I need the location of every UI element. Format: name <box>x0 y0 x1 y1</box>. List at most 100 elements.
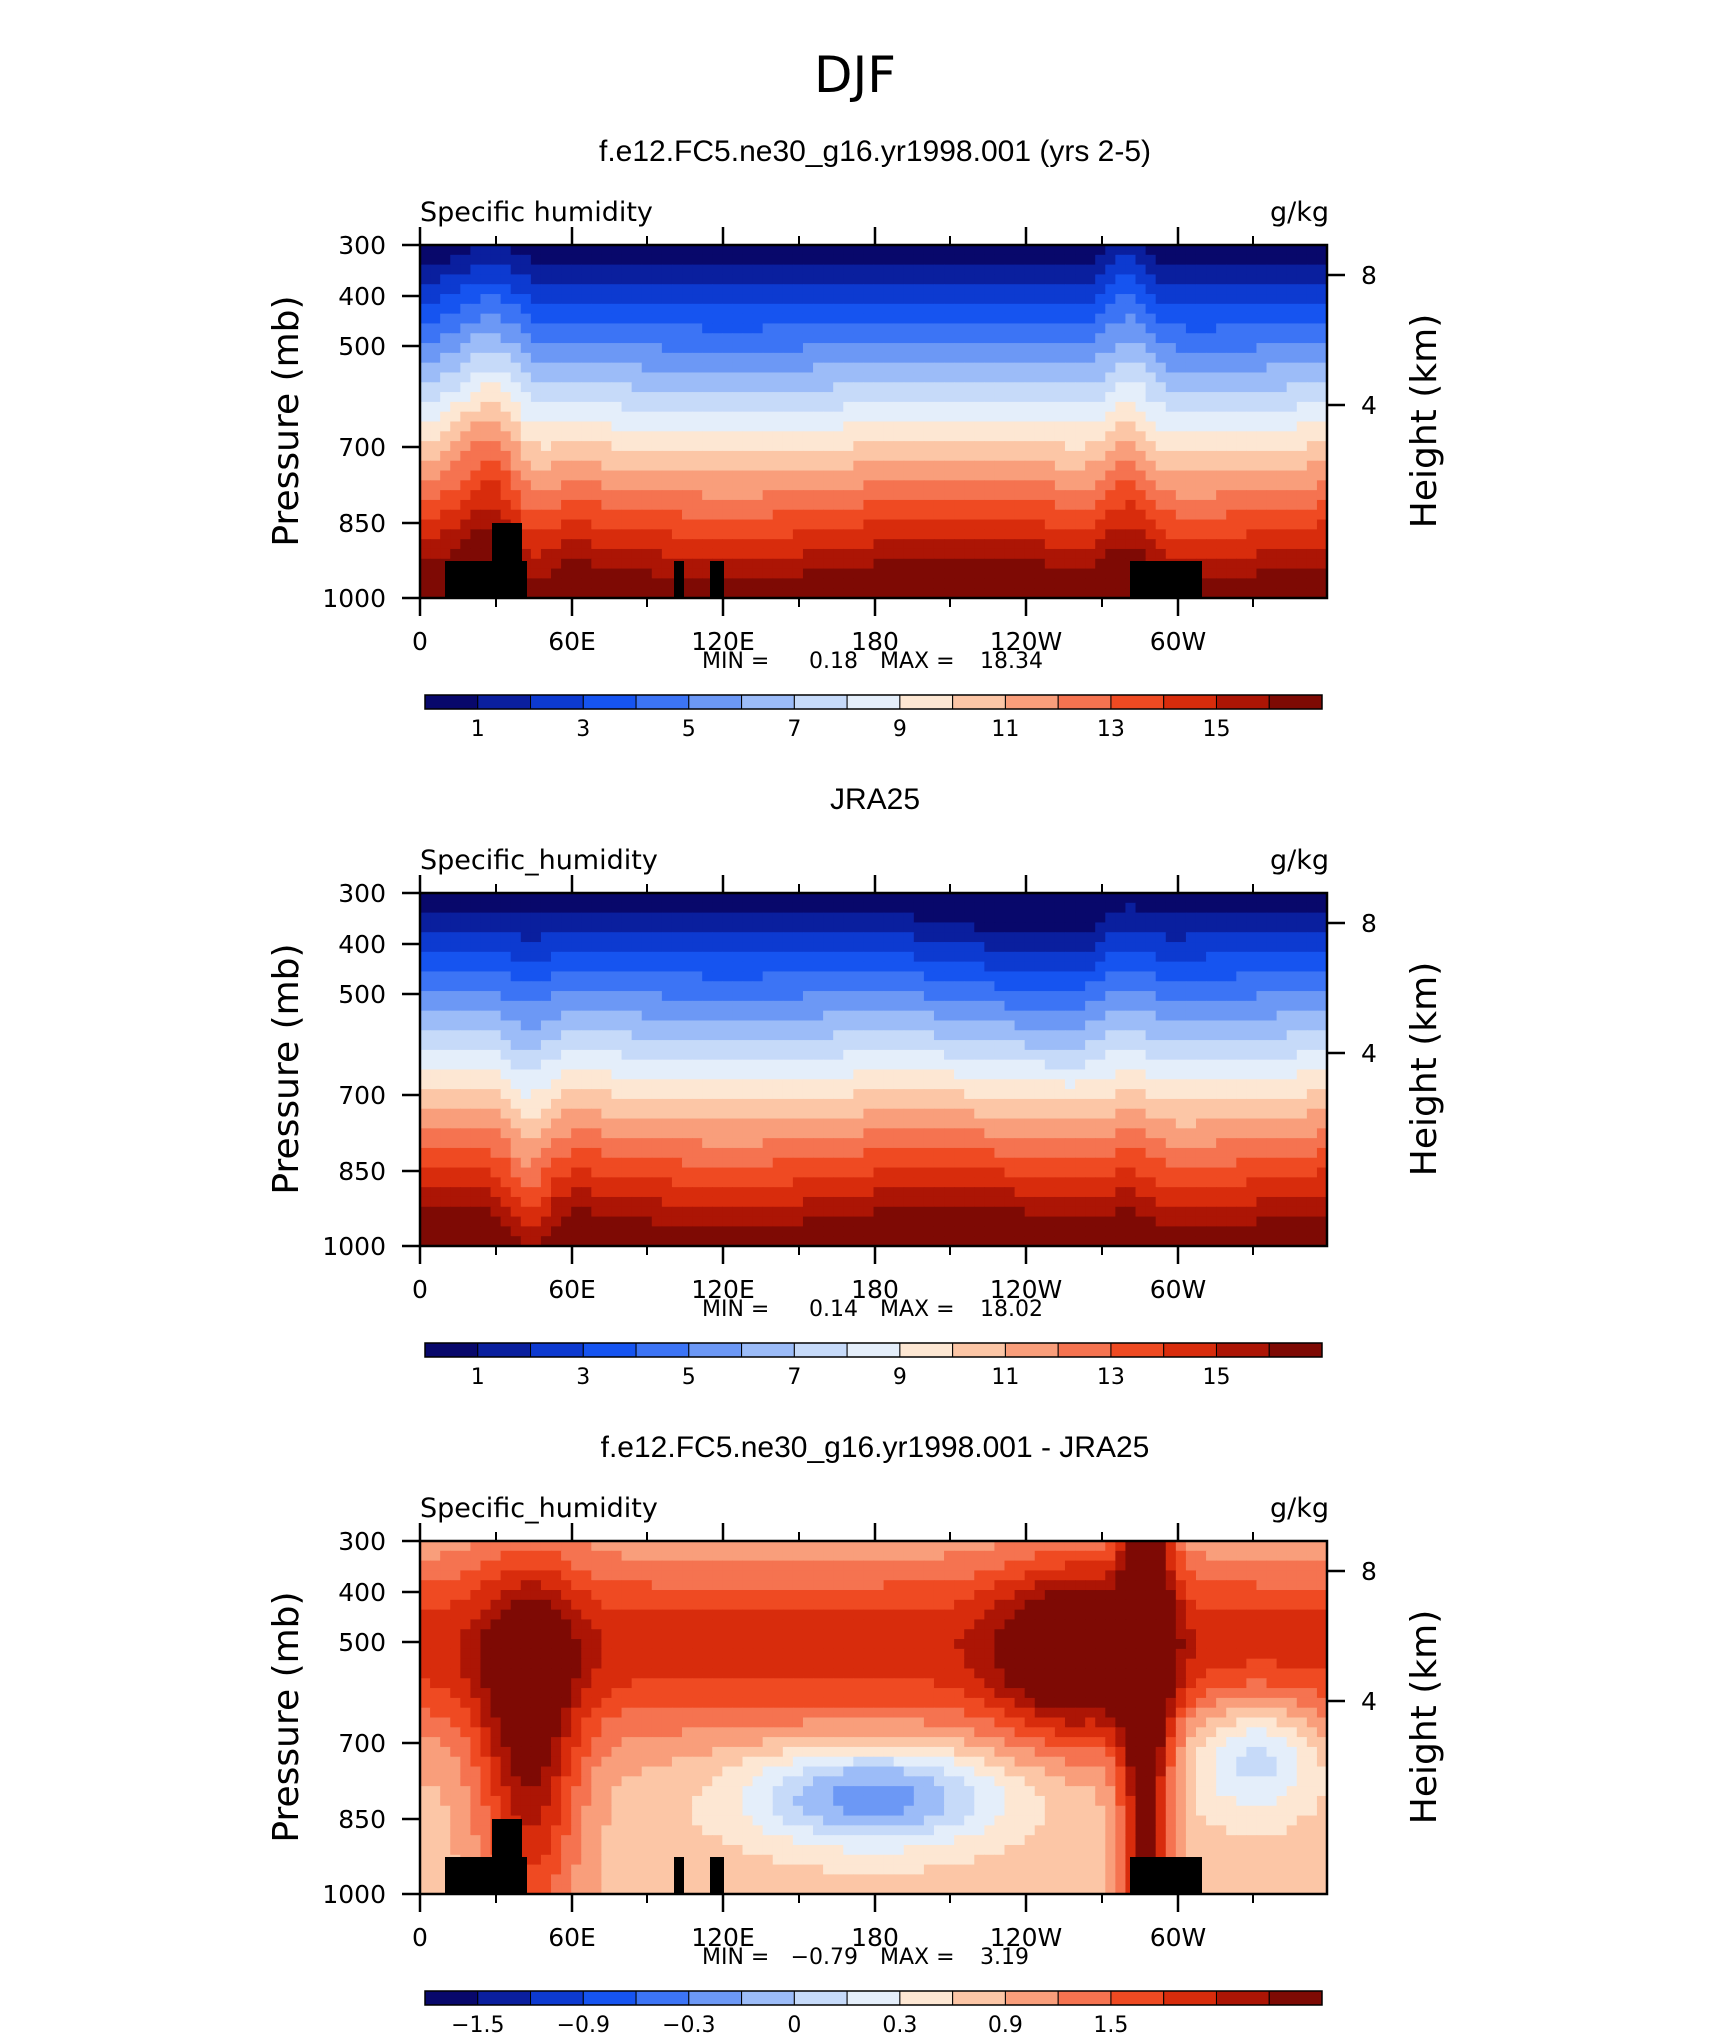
field-cell <box>651 392 663 403</box>
field-cell <box>671 1059 683 1071</box>
field-cell <box>500 411 512 423</box>
field-cell <box>863 480 875 491</box>
field-cell <box>651 245 663 256</box>
field-cell <box>450 548 461 560</box>
field-cell <box>1115 1059 1127 1071</box>
field-cell <box>772 548 784 560</box>
field-cell <box>732 932 744 943</box>
field-cell <box>561 1010 572 1022</box>
field-cell <box>460 411 471 423</box>
field-cell <box>601 490 613 501</box>
field-cell <box>631 401 643 413</box>
field-cell <box>1266 411 1278 423</box>
field-cell <box>591 1020 602 1031</box>
field-cell <box>863 401 875 413</box>
field-cell <box>490 431 502 442</box>
field-cell <box>450 313 461 325</box>
field-cell <box>883 499 895 511</box>
field-cell <box>1286 1020 1298 1031</box>
field-cell <box>631 893 643 904</box>
field-cell <box>1095 558 1106 570</box>
field-cell <box>692 991 703 1002</box>
field-cell <box>712 313 723 325</box>
field-cell <box>450 1049 461 1061</box>
field-cell <box>420 519 431 530</box>
field-cell <box>883 942 895 953</box>
field-cell <box>813 284 824 295</box>
field-cell <box>1044 450 1056 462</box>
field-cell <box>722 1069 734 1080</box>
field-cell <box>430 548 441 560</box>
field-cell <box>1246 991 1258 1002</box>
field-cell <box>974 441 985 452</box>
field-cell <box>954 961 965 973</box>
field-cell <box>994 264 1006 276</box>
field-cell <box>1024 441 1036 452</box>
field-cell <box>813 372 824 383</box>
field-cell <box>470 548 482 560</box>
field-cell <box>1246 932 1258 943</box>
field-cell <box>470 352 482 364</box>
field-cell <box>1286 971 1298 982</box>
field-cell <box>1185 548 1197 560</box>
field-cell <box>1064 294 1076 305</box>
field-cell <box>470 932 482 943</box>
field-cell <box>974 509 985 521</box>
field-cell <box>944 274 955 285</box>
field-cell <box>651 411 663 423</box>
field-cell <box>1185 421 1197 432</box>
field-cell <box>692 922 703 933</box>
field-cell <box>813 902 824 914</box>
field-cell <box>742 1040 754 1051</box>
field-cell <box>883 450 895 462</box>
field-cell <box>802 343 814 354</box>
field-cell <box>450 303 461 315</box>
field-cell <box>964 893 975 904</box>
field-cell <box>1085 893 1096 904</box>
field-cell <box>802 991 814 1002</box>
contour-field <box>420 245 1328 599</box>
field-cell <box>722 450 734 462</box>
field-cell <box>933 991 945 1002</box>
field-cell <box>913 392 925 403</box>
field-cell <box>581 401 592 413</box>
field-cell <box>802 421 814 432</box>
field-cell <box>551 362 562 374</box>
field-cell <box>661 303 673 315</box>
field-cell <box>561 450 572 462</box>
field-cell <box>1256 362 1268 374</box>
field-cell <box>682 254 693 266</box>
field-cell <box>530 362 542 374</box>
field-cell <box>1115 981 1127 992</box>
field-cell <box>984 264 996 276</box>
field-cell <box>1024 274 1036 285</box>
field-cell <box>1034 343 1046 354</box>
field-cell <box>923 460 935 472</box>
field-cell <box>984 588 996 599</box>
field-cell <box>712 951 723 963</box>
field-cell <box>661 450 673 462</box>
field-cell <box>1216 893 1227 904</box>
field-cell <box>833 303 844 315</box>
field-cell <box>510 411 522 423</box>
field-cell <box>853 264 865 276</box>
field-cell <box>480 1069 492 1080</box>
min-value: 0.18 <box>809 649 858 674</box>
field-cell <box>561 490 572 501</box>
field-cell <box>1085 392 1096 403</box>
field-cell <box>873 274 885 285</box>
field-cell <box>893 421 905 432</box>
field-cell <box>873 529 885 540</box>
field-cell <box>883 313 895 325</box>
contour-field <box>420 893 1328 1247</box>
field-cell <box>631 392 643 403</box>
field-cell <box>581 991 592 1002</box>
field-cell <box>913 558 925 570</box>
field-cell <box>500 1040 512 1051</box>
field-cell <box>682 460 693 472</box>
field-cell <box>843 519 854 530</box>
field-cell <box>1085 558 1096 570</box>
field-cell <box>762 529 774 540</box>
field-cell <box>1125 519 1137 530</box>
field-cell <box>1226 1020 1237 1031</box>
